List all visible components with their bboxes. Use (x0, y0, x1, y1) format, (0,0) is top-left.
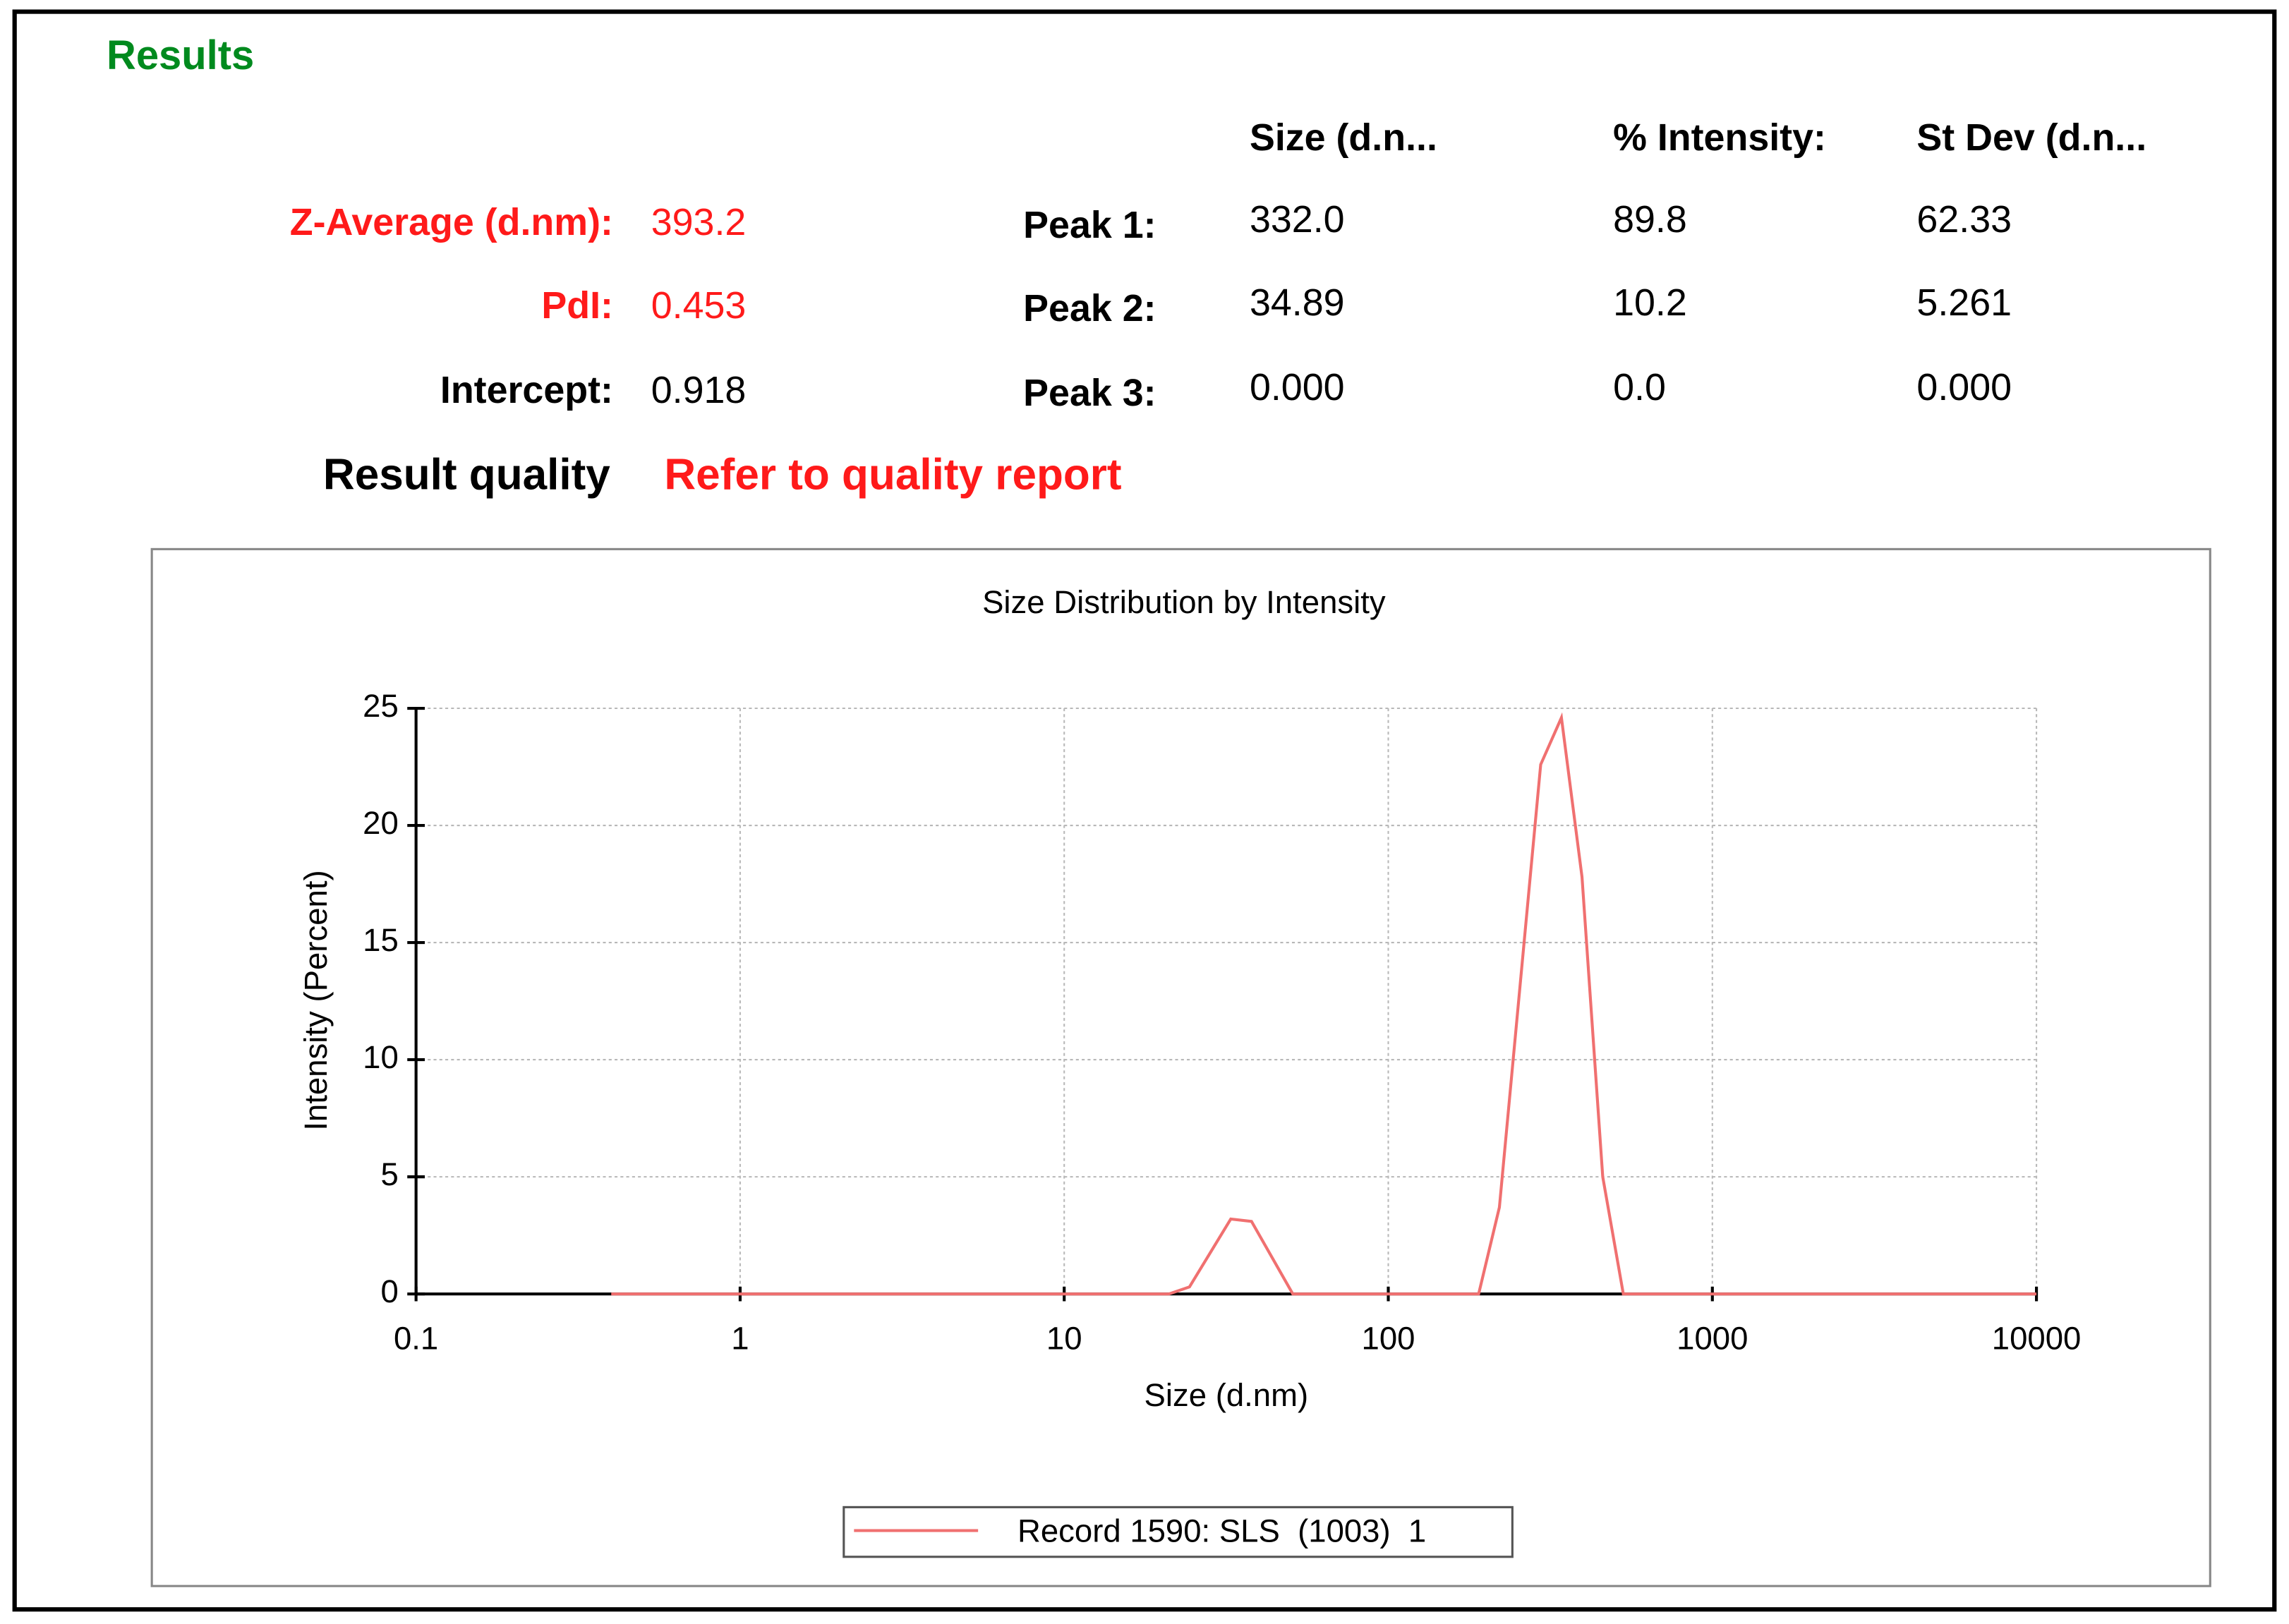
summary-value: 0.918 (651, 369, 747, 411)
column-header: % Intensity: (1613, 116, 1826, 159)
peak-value: 62.33 (1916, 198, 2012, 241)
peak-value: 89.8 (1613, 198, 1687, 241)
peak-value: 0.000 (1250, 366, 1345, 408)
x-tick-label: 0.1 (394, 1320, 438, 1356)
summary-label: PdI: (541, 284, 613, 327)
x-tick-label: 1000 (1677, 1320, 1748, 1356)
quality-value: Refer to quality report (664, 450, 1121, 499)
x-tick-label: 10000 (1992, 1320, 2082, 1356)
results-title: Results (107, 33, 254, 78)
peak-label: Peak 3: (1023, 372, 1156, 414)
y-tick-label: 20 (363, 805, 399, 841)
x-tick-label: 10 (1046, 1320, 1082, 1356)
peak-value: 5.261 (1916, 281, 2012, 324)
data-line (611, 712, 2037, 1296)
legend-label: Record 1590: SLS (1003) 1 (1017, 1513, 1426, 1549)
summary-label: Z-Average (d.nm): (290, 201, 613, 243)
peak-value: 0.0 (1613, 366, 1666, 408)
column-header: Size (d.n... (1250, 116, 1437, 159)
x-tick-label: 100 (1362, 1320, 1415, 1356)
summary-label: Intercept: (440, 369, 613, 411)
x-tick-label: 1 (731, 1320, 749, 1356)
chart-title: Size Distribution by Intensity (982, 584, 1386, 620)
summary-value: 393.2 (651, 201, 747, 243)
summary-value: 0.453 (651, 284, 747, 327)
y-tick-label: 5 (380, 1156, 398, 1192)
y-tick-label: 10 (363, 1039, 399, 1075)
chart-frame (150, 547, 2211, 1587)
y-tick-label: 0 (380, 1273, 398, 1309)
peak-value: 34.89 (1250, 281, 1345, 324)
peak-value: 10.2 (1613, 281, 1687, 324)
peak-value: 0.000 (1916, 366, 2012, 408)
peak-label: Peak 2: (1023, 287, 1156, 329)
quality-label: Result quality (323, 450, 610, 499)
y-axis-label: Intensity (Percent) (298, 870, 334, 1130)
y-tick-label: 15 (363, 922, 399, 958)
y-tick-label: 25 (363, 688, 399, 724)
peak-label: Peak 1: (1023, 204, 1156, 246)
column-header: St Dev (d.n... (1916, 116, 2146, 159)
peak-value: 332.0 (1250, 198, 1345, 241)
x-axis-label: Size (d.nm) (1144, 1377, 1309, 1413)
